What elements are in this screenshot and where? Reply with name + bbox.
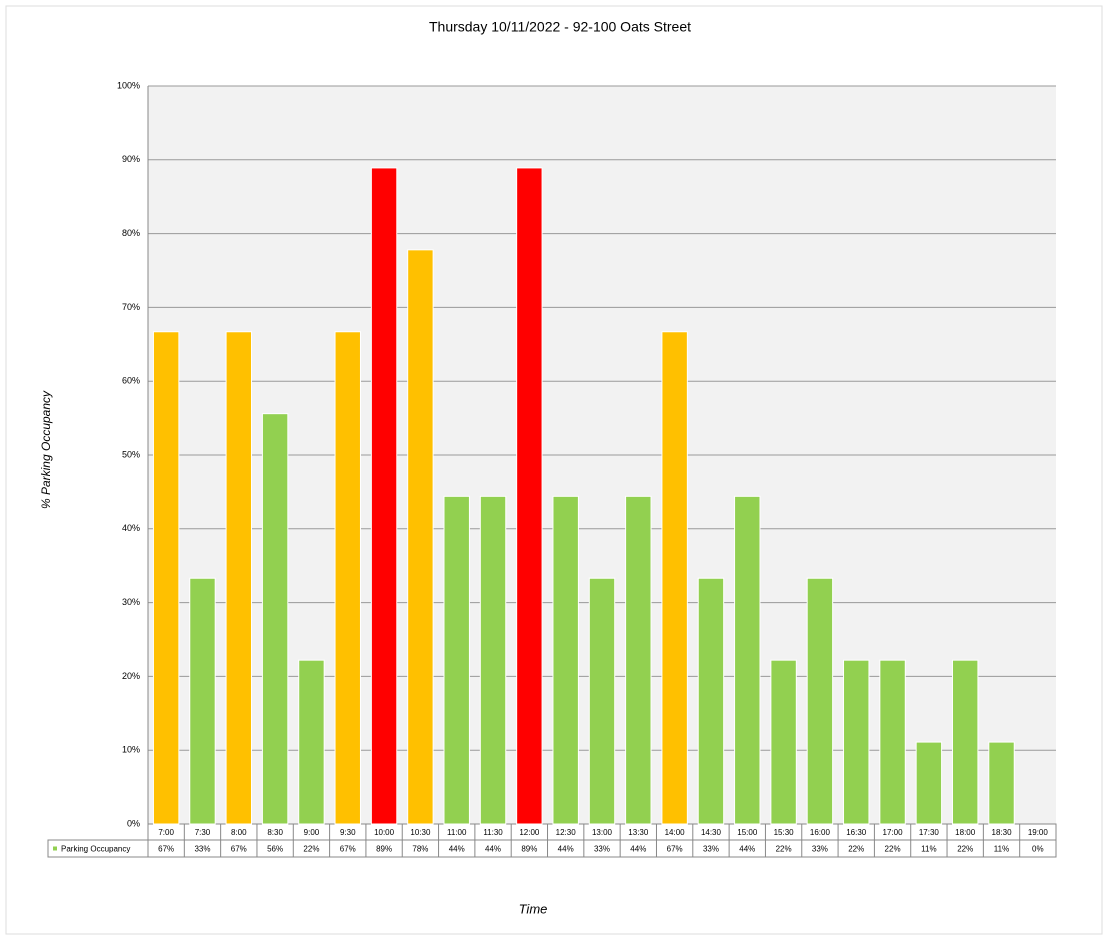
bar bbox=[988, 741, 1015, 825]
data-table-value: 22% bbox=[885, 845, 901, 854]
x-tick-label: 8:30 bbox=[267, 828, 283, 837]
data-table-value: 11% bbox=[994, 845, 1009, 854]
x-tick-label: 13:00 bbox=[592, 828, 613, 837]
x-tick-label: 7:00 bbox=[158, 828, 174, 837]
bar bbox=[770, 659, 797, 825]
data-table-value: 44% bbox=[630, 845, 646, 854]
y-tick-label: 40% bbox=[122, 523, 140, 533]
data-table-value: 78% bbox=[412, 845, 428, 854]
x-tick-label: 7:30 bbox=[195, 828, 211, 837]
x-tick-label: 11:00 bbox=[447, 828, 467, 837]
x-tick-label: 17:00 bbox=[883, 828, 904, 837]
bar bbox=[951, 659, 979, 825]
x-tick-label: 13:30 bbox=[628, 828, 649, 837]
data-table-value: 0% bbox=[1032, 845, 1044, 854]
x-tick-label: 15:30 bbox=[774, 828, 795, 837]
y-tick-label: 20% bbox=[122, 671, 140, 681]
bar bbox=[189, 577, 216, 825]
y-tick-label: 90% bbox=[122, 154, 140, 164]
x-tick-label: 12:30 bbox=[556, 828, 577, 837]
x-tick-label: 16:00 bbox=[810, 828, 831, 837]
bar bbox=[588, 577, 616, 825]
bar bbox=[697, 577, 725, 825]
x-tick-label: 16:30 bbox=[846, 828, 867, 837]
legend-marker bbox=[53, 846, 57, 851]
data-table-value: 67% bbox=[340, 845, 356, 854]
x-tick-label: 9:30 bbox=[340, 828, 356, 837]
bar bbox=[407, 249, 434, 825]
y-tick-label: 60% bbox=[122, 376, 140, 386]
data-table-value: 44% bbox=[449, 845, 465, 854]
data-table-value: 89% bbox=[521, 845, 537, 854]
y-axis-label: % Parking Occupancy bbox=[39, 390, 53, 509]
data-table-value: 67% bbox=[667, 845, 683, 854]
x-tick-label: 10:00 bbox=[374, 828, 395, 837]
x-tick-label: 8:00 bbox=[231, 828, 247, 837]
bar bbox=[225, 331, 253, 825]
x-tick-label: 12:00 bbox=[519, 828, 540, 837]
bar bbox=[879, 659, 906, 825]
bar bbox=[806, 577, 834, 825]
data-table-value: 11% bbox=[921, 845, 936, 854]
bar bbox=[334, 331, 361, 825]
x-tick-label: 11:30 bbox=[483, 828, 503, 837]
bar bbox=[552, 495, 579, 825]
data-table-value: 67% bbox=[158, 845, 174, 854]
data-table-value: 22% bbox=[303, 845, 319, 854]
data-table-value: 56% bbox=[267, 845, 283, 854]
bar bbox=[625, 495, 652, 825]
data-table-value: 44% bbox=[485, 845, 501, 854]
bar bbox=[661, 331, 688, 825]
data-table-value: 33% bbox=[594, 845, 610, 854]
bar bbox=[915, 741, 943, 825]
data-table-value: 33% bbox=[812, 845, 828, 854]
data-table-value: 89% bbox=[376, 845, 392, 854]
bar bbox=[516, 167, 543, 825]
y-tick-label: 100% bbox=[117, 80, 140, 90]
bar bbox=[298, 659, 325, 825]
bar bbox=[734, 495, 761, 825]
y-tick-label: 30% bbox=[122, 597, 140, 607]
bar bbox=[843, 659, 870, 825]
chart-title: Thursday 10/11/2022 - 92-100 Oats Street bbox=[429, 19, 691, 35]
y-tick-label: 0% bbox=[127, 818, 140, 828]
data-table-value: 22% bbox=[776, 845, 792, 854]
x-tick-label: 14:30 bbox=[701, 828, 722, 837]
bar bbox=[261, 413, 289, 825]
x-tick-label: 15:00 bbox=[737, 828, 758, 837]
x-axis-label: Time bbox=[519, 901, 548, 916]
data-table-row bbox=[47, 839, 1057, 858]
data-table-value: 44% bbox=[739, 845, 755, 854]
data-table-value: 22% bbox=[848, 845, 864, 854]
y-tick-label: 10% bbox=[122, 745, 140, 755]
legend-label: Parking Occupancy bbox=[61, 845, 130, 854]
bar bbox=[152, 331, 180, 825]
x-tick-label: 18:30 bbox=[992, 828, 1013, 837]
y-tick-label: 50% bbox=[122, 449, 140, 459]
bar bbox=[370, 167, 398, 825]
x-tick-label: 10:30 bbox=[410, 828, 431, 837]
bar bbox=[479, 495, 507, 825]
data-table-value: 33% bbox=[703, 845, 719, 854]
x-tick-label: 19:00 bbox=[1028, 828, 1049, 837]
y-tick-label: 70% bbox=[122, 302, 140, 312]
x-tick-label: 17:30 bbox=[919, 828, 940, 837]
data-table-value: 44% bbox=[558, 845, 574, 854]
x-tick-label: 14:00 bbox=[665, 828, 686, 837]
bar bbox=[443, 495, 470, 825]
x-tick-label: 18:00 bbox=[955, 828, 976, 837]
data-table-value: 33% bbox=[194, 845, 210, 854]
y-tick-label: 80% bbox=[122, 228, 140, 238]
x-tick-label: 9:00 bbox=[304, 828, 320, 837]
data-table-value: 22% bbox=[957, 845, 973, 854]
data-table-value: 67% bbox=[231, 845, 247, 854]
